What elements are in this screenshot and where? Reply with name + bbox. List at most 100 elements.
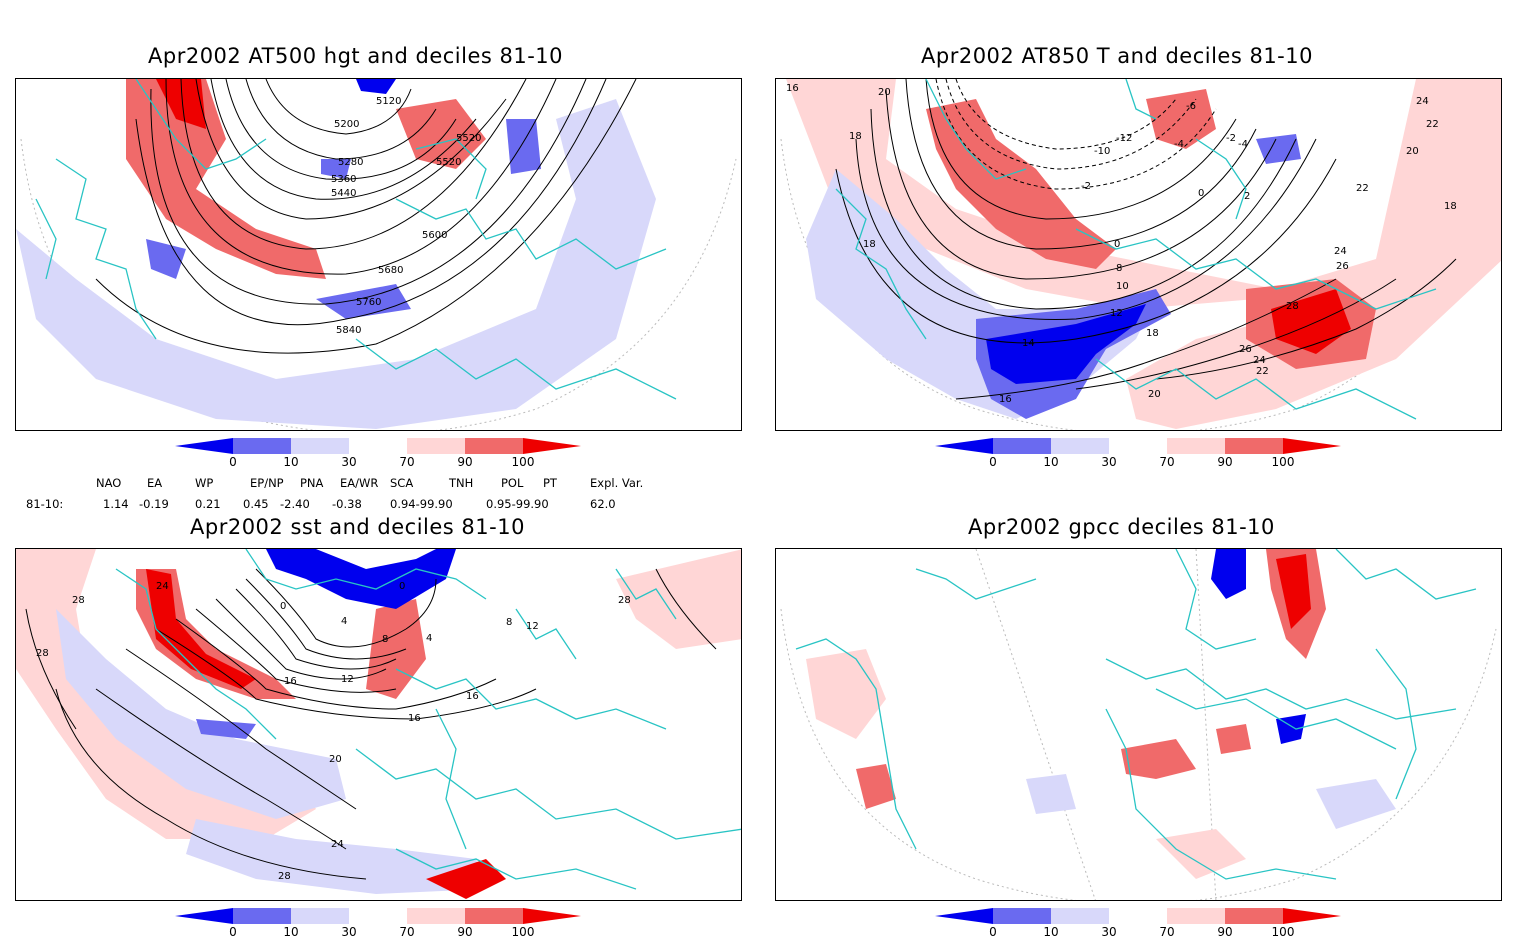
cbar-seg-white (349, 908, 407, 924)
contour-label: 20 (329, 754, 342, 765)
cbar-seg-mid-pos (465, 908, 523, 924)
projection-meridian (975, 549, 1096, 900)
colorbar-at500: 0 10 30 70 90 100 (175, 438, 595, 474)
cbar-seg-strong-neg (935, 438, 993, 454)
colorbar-swatches (935, 908, 1341, 924)
contour-label: 22 (1426, 119, 1439, 130)
cbar-seg-light-neg (1051, 438, 1109, 454)
contour-label: 5600 (422, 230, 447, 241)
light-blue-area (16, 99, 656, 429)
colorbar-at850: 0 10 30 70 90 100 (935, 438, 1355, 474)
cbar-tick: 10 (283, 455, 299, 469)
contour-label: 5200 (334, 119, 359, 130)
cbar-tick: 100 (1271, 925, 1295, 939)
index-header: WP (195, 476, 214, 490)
light-blue-area (56, 609, 346, 819)
contour-label: 26 (1239, 344, 1252, 355)
red-patch-4 (856, 764, 896, 809)
cbar-seg-mid-neg (233, 438, 291, 454)
index-value: 1.14 (103, 497, 129, 511)
panel-title-at850: Apr2002 AT850 T and deciles 81-10 (921, 44, 1313, 68)
contour-label: 5120 (376, 96, 401, 107)
contour-label: 8 (506, 617, 512, 628)
cbar-seg-mid-pos (465, 438, 523, 454)
cbar-seg-strong-pos (523, 438, 581, 454)
cbar-seg-light-pos (1167, 908, 1225, 924)
contour-label: 12 (1110, 308, 1123, 319)
contour-lines (25, 568, 717, 880)
contour-label: 10 (1116, 281, 1129, 292)
index-header: Expl. Var. (590, 476, 644, 490)
contour-label: 16 (466, 691, 479, 702)
panel-title-at500: Apr2002 AT500 hgt and deciles 81-10 (148, 44, 564, 68)
contour-labels: 24 28 28 0 0 4 8 4 12 16 16 16 20 24 28 … (36, 581, 631, 882)
contour-label: -2 (1081, 181, 1091, 192)
colorbar-gpcc: 0 10 30 70 90 100 (935, 908, 1355, 944)
contour-label: 4 (426, 633, 432, 644)
blue-anomaly-n (1256, 134, 1301, 164)
cbar-tick: 70 (1159, 455, 1175, 469)
cbar-tick: 10 (1043, 455, 1059, 469)
index-header: POL (501, 476, 524, 490)
cbar-tick: 30 (341, 925, 357, 939)
red-anomaly-sw (426, 859, 506, 899)
index-value: -0.19 (139, 497, 169, 511)
cbar-seg-light-neg (1051, 908, 1109, 924)
contour-label: 5840 (336, 325, 361, 336)
contour-label: 26 (1336, 261, 1349, 272)
contour-label: 28 (1286, 301, 1299, 312)
cbar-tick: 30 (1101, 925, 1117, 939)
cbar-tick: 90 (1217, 455, 1233, 469)
cbar-seg-strong-pos (523, 908, 581, 924)
index-header: NAO (96, 476, 122, 490)
index-header: PT (543, 476, 557, 490)
index-row-label: 81-10: (26, 497, 64, 511)
cbar-tick: 100 (511, 455, 535, 469)
contour-label: 24 (156, 581, 169, 592)
red-anomaly (136, 569, 296, 699)
red-core-se (1271, 289, 1351, 354)
contour-label: 5360 (331, 174, 356, 185)
index-value: 0.21 (195, 497, 221, 511)
red-patch-2 (1121, 739, 1196, 779)
contour-label: 5680 (378, 265, 403, 276)
cbar-seg-light-neg (291, 908, 349, 924)
blue-core (986, 304, 1146, 384)
map-at500-svg: 5120 5200 5280 5360 5440 5520 5520 5600 … (16, 79, 737, 430)
contour-label: 0 (280, 601, 286, 612)
index-header: PNA (300, 476, 324, 490)
blue-anomaly (196, 719, 256, 739)
index-header: SCA (390, 476, 414, 490)
red-anomaly (126, 79, 326, 279)
contour-label: 5760 (356, 297, 381, 308)
contour-label: 8 (1116, 263, 1122, 274)
contour-labels: 16 20 18 18 -6 -4 -2 -12 -10 -2 0 2 -4 2… (786, 83, 1457, 405)
light-red-area-east (616, 549, 741, 649)
contour-label: -4 (1174, 139, 1184, 150)
contour-label: 20 (1148, 389, 1161, 400)
contour-label: 0 (399, 581, 405, 592)
contour-label: -12 (1116, 133, 1132, 144)
colorbar-sst: 0 10 30 70 90 100 (175, 908, 595, 944)
red-anomaly-east (396, 99, 486, 169)
cbar-seg-strong-neg (935, 908, 993, 924)
cbar-tick: 90 (457, 925, 473, 939)
contour-label: 20 (1406, 146, 1419, 157)
cbar-tick: 70 (1159, 925, 1175, 939)
cbar-tick: 30 (341, 455, 357, 469)
coastlines (115, 549, 741, 890)
cbar-seg-light-pos (1167, 438, 1225, 454)
cbar-seg-mid-neg (233, 908, 291, 924)
index-header: TNH (449, 476, 474, 490)
contour-lines (95, 79, 637, 354)
contour-label: 18 (1146, 328, 1159, 339)
colorbar-swatches (935, 438, 1341, 454)
index-value: 0.45 (243, 497, 269, 511)
red-core (146, 569, 256, 689)
index-header: EA/WR (340, 476, 379, 490)
coastlines (795, 549, 1477, 880)
cbar-seg-white (1109, 908, 1167, 924)
blue-anomaly-3 (146, 239, 186, 279)
cbar-tick: 70 (399, 455, 415, 469)
cbar-tick: 90 (1217, 925, 1233, 939)
